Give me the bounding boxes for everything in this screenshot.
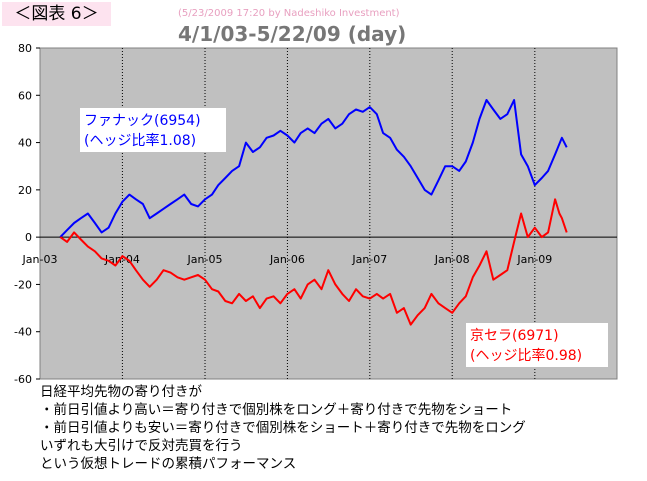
figure-label: ＜図表 6＞ [2, 2, 111, 26]
y-tick-label: 20 [18, 184, 32, 197]
caption-line: という仮想トレードの累積パフォーマンス [40, 456, 297, 472]
credit-text: (5/23/2009 17:20 by Nadeshiko Investment… [178, 8, 400, 19]
series-label: (ヘッジ比率0.98) [470, 347, 582, 364]
x-tick-label: Jan-08 [434, 253, 470, 266]
y-tick-label: -20 [14, 278, 32, 291]
caption-line: ・前日引値よりも安い＝寄り付きで個別株をショート＋寄り付きで先物をロング [40, 420, 526, 436]
x-tick-label: Jan-03 [22, 253, 58, 266]
caption-line: 日経平均先物の寄り付きが [40, 384, 202, 400]
caption-line: いずれも大引けで反対売買を行う [40, 438, 243, 454]
y-tick-label: 0 [25, 231, 32, 244]
x-tick-label: Jan-09 [516, 253, 552, 266]
x-tick-label: Jan-05 [187, 253, 223, 266]
series-line [59, 99, 568, 238]
y-tick-label: -40 [14, 326, 32, 339]
y-tick-label: 40 [18, 137, 32, 150]
y-tick-label: 80 [18, 42, 32, 55]
chart-title: 4/1/03-5/22/09 (day) [178, 22, 407, 46]
x-tick-label: Jan-06 [269, 253, 305, 266]
series-label-box [466, 323, 608, 367]
series-line [59, 198, 568, 326]
series-label: ファナック(6954) [84, 113, 201, 129]
x-tick-label: Jan-07 [351, 253, 387, 266]
caption-line: ・前日引値より高い＝寄り付きで個別株をロング＋寄り付きで先物をショート [40, 402, 513, 418]
series-label: (ヘッジ比率1.08) [84, 132, 196, 149]
series-label-box [80, 108, 226, 152]
x-tick-label: Jan-04 [104, 253, 140, 266]
series-label: 京セラ(6971) [470, 328, 559, 344]
y-tick-label: 60 [18, 89, 32, 102]
y-tick-label: -60 [14, 373, 32, 386]
